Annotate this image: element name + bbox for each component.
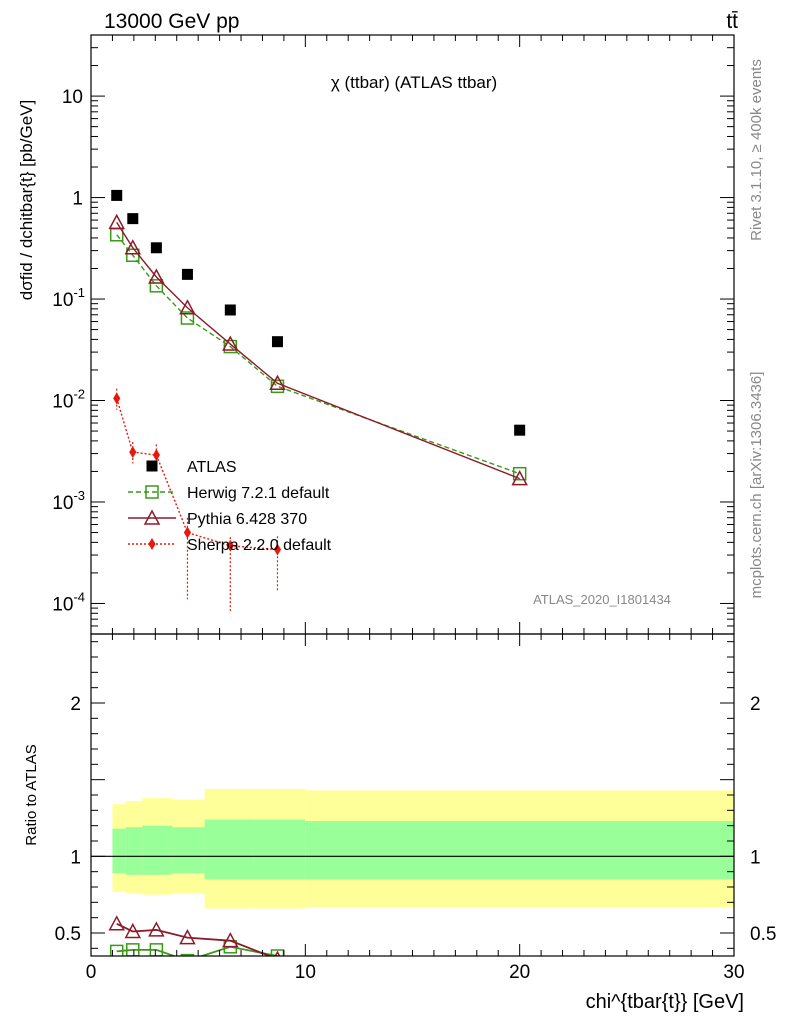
sherpa-2-2-0-default-point xyxy=(129,446,137,459)
x-tick-label: 20 xyxy=(509,962,530,983)
main-y-axis-label: dσfid / dchitbar{t} [pb/GeV] xyxy=(17,100,36,300)
source-site-label: mcplots.cern.ch [arXiv:1306.3436] xyxy=(748,372,765,599)
x-tick-label: 30 xyxy=(723,962,744,983)
ratio-herwig-7-2-1-default-line xyxy=(116,945,278,956)
inner-band-bin xyxy=(142,825,173,875)
sherpa-2-2-0-default-point xyxy=(152,449,160,462)
ratio-y-axis-label: Ratio to ATLAS xyxy=(23,744,40,845)
pythia-6-428-370-point xyxy=(269,374,286,390)
pythia-6-428-370-point xyxy=(222,335,239,351)
ratio-uncertainty-bands xyxy=(91,788,734,909)
y-tick-label-main: 10-3 xyxy=(52,488,85,514)
atlas-point xyxy=(111,189,123,201)
process-label: tt̄ xyxy=(726,10,738,33)
plot-title: χ (ttbar) (ATLAS ttbar) xyxy=(331,73,497,92)
legend-herwig-7-2-1-default-label: Herwig 7.2.1 default xyxy=(187,485,330,502)
legend-pythia-6-428-370-label: Pythia 6.428 370 xyxy=(187,511,307,528)
ratio-pythia-6-428-370-line xyxy=(116,922,273,956)
pythia-6-428-370-point xyxy=(179,299,196,315)
ratio-pythia-6-428-370-point xyxy=(148,921,165,937)
atlas-point xyxy=(181,268,193,280)
pythia-6-428-370-point xyxy=(511,470,528,486)
inner-band-bin xyxy=(172,827,205,874)
legend-atlas-label: ATLAS xyxy=(187,459,237,476)
ratio-herwig-7-2-1-default-point xyxy=(180,953,195,956)
herwig-7-2-1-default-line xyxy=(116,234,520,475)
legend: ATLAS Herwig 7.2.1 default Pythia 6.428 37… xyxy=(128,459,332,554)
legend-pythia-6-428-370-marker xyxy=(143,509,161,525)
ratio-series-group xyxy=(108,915,285,956)
ratio-herwig-7-2-1-default-point xyxy=(109,944,124,956)
ratio-herwig-7-2-1-default-point xyxy=(270,949,285,956)
x-tick-label: 10 xyxy=(295,962,316,983)
y-tick-label-ratio-right: 2 xyxy=(750,694,761,715)
herwig-7-2-1-default-point xyxy=(149,279,164,293)
pythia-6-428-370-point xyxy=(108,213,125,230)
x-tick-label: 0 xyxy=(86,962,97,983)
pythia-6-428-370-point xyxy=(148,268,165,284)
ratio-pythia-6-428-370-point xyxy=(108,915,125,931)
inner-band-bin xyxy=(305,821,734,880)
analysis-id: ATLAS_2020_I1801434 xyxy=(533,592,671,607)
atlas-point xyxy=(514,424,526,436)
y-tick-label-ratio-left: 1 xyxy=(70,847,81,868)
inner-band-bin xyxy=(204,819,254,880)
herwig-7-2-1-default-point xyxy=(180,311,195,325)
legend-herwig-7-2-1-default-marker xyxy=(145,485,159,499)
atlas-point xyxy=(127,213,139,225)
pythia-6-428-370-point xyxy=(124,239,142,255)
svg-text:dσfid / dchitbar{t} [pb/GeV]: dσfid / dchitbar{t} [pb/GeV] xyxy=(17,100,36,300)
axis-ticks: 0 10 20 30 10-4 10-3 10-2 10-1 1 10 0.5 0.5 1 1 2 2 xyxy=(52,34,776,983)
y-tick-label-main: 1 xyxy=(72,189,83,210)
sherpa-2-2-0-default-point xyxy=(226,539,234,552)
y-tick-label-main: 10-1 xyxy=(52,285,85,311)
x-axis-label: chi^{tbar{t}} [GeV] xyxy=(586,991,744,1013)
main-ylabel-text: dσfid / dchitbar{t} [pb/GeV] xyxy=(17,100,36,300)
sherpa-2-2-0-default-line xyxy=(116,398,278,551)
ratio-pythia-6-428-370-point xyxy=(179,929,196,945)
y-tick-label-main: 10-2 xyxy=(52,387,85,413)
sherpa-2-2-0-default-point xyxy=(183,526,192,539)
sherpa-2-2-0-default-point xyxy=(113,392,121,405)
legend-atlas-marker xyxy=(146,460,158,472)
y-tick-label-main: 10 xyxy=(62,87,83,108)
inner-band-bin xyxy=(253,819,306,880)
y-tick-label-ratio-right: 1 xyxy=(750,847,761,868)
ratio-pythia-6-428-370-point xyxy=(274,950,281,956)
energy-label: 13000 GeV pp xyxy=(104,10,239,33)
inner-band-bin xyxy=(112,828,126,874)
inner-band-bin xyxy=(125,827,143,875)
atlas-point xyxy=(150,242,162,254)
main-series-group xyxy=(108,189,528,614)
y-tick-label-ratio-left: 0.5 xyxy=(55,924,81,945)
atlas-point xyxy=(271,336,283,348)
legend-sherpa-2-2-0-default-label: Sherpa 2.2.0 default xyxy=(187,537,332,554)
pythia-6-428-370-line xyxy=(116,221,520,480)
y-tick-label-ratio-right: 0.5 xyxy=(750,924,776,945)
legend-sherpa-2-2-0-default-marker xyxy=(148,538,156,550)
y-tick-label-ratio-left: 2 xyxy=(70,694,81,715)
herwig-7-2-1-default-point xyxy=(512,466,527,481)
herwig-7-2-1-default-point xyxy=(223,339,238,354)
sherpa-2-2-0-default-point xyxy=(273,543,282,556)
y-tick-label-main: 10-4 xyxy=(52,589,85,615)
rivet-version-label: Rivet 3.1.10, ≥ 400k events xyxy=(748,59,765,241)
atlas-point xyxy=(224,304,236,316)
ratio-pythia-6-428-370-point xyxy=(222,932,239,948)
ratio-pythia-6-428-370-point xyxy=(124,922,142,939)
